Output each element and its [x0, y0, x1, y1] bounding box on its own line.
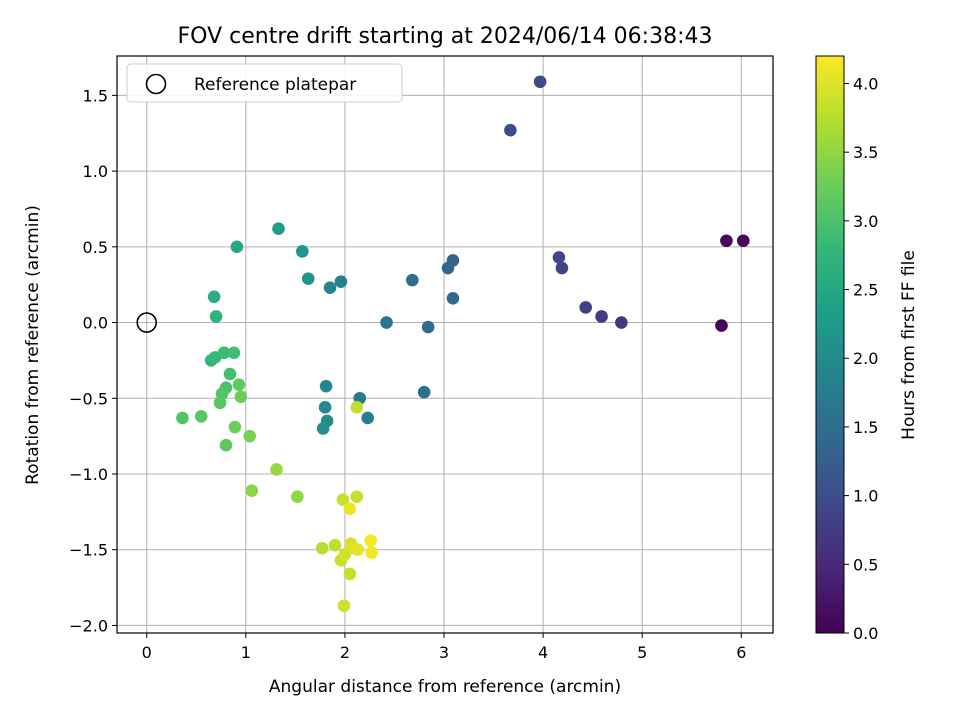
data-point [364, 534, 377, 547]
x-tick-label: 4 [538, 643, 548, 662]
data-point [595, 310, 608, 323]
data-point [441, 261, 455, 275]
colorbar-gradient [815, 55, 845, 634]
data-point [234, 390, 248, 404]
y-tick-label: 1.0 [83, 162, 108, 181]
data-point [351, 543, 365, 557]
data-point [720, 234, 733, 248]
legend-box [126, 63, 403, 103]
data-point [380, 316, 393, 329]
colorbar: 0.0 0.5 1.0 1.5 2.0 2.5 3.0 3.5 4.0 [815, 55, 878, 643]
data-point [272, 222, 285, 235]
x-tick-label: 0 [142, 643, 152, 662]
colorbar-label: Hours from first FF file [899, 250, 919, 440]
data-point [223, 367, 237, 381]
x-tick-label: 6 [736, 643, 746, 662]
data-point [405, 273, 419, 287]
data-point [219, 438, 233, 452]
data-point [338, 547, 352, 561]
y-tick-label: 1.5 [83, 86, 108, 105]
data-point [533, 75, 547, 89]
colorbar-tick-label: 0.5 [853, 555, 878, 574]
data-point [245, 484, 259, 497]
reference-point-marker [136, 312, 158, 333]
data-point [361, 411, 375, 425]
data-point [615, 316, 628, 329]
data-point [318, 401, 332, 414]
colorbar-tick-label: 2.5 [853, 281, 878, 300]
data-point [228, 420, 242, 434]
data-point [315, 541, 329, 555]
data-point [207, 290, 221, 304]
data-point [243, 429, 257, 443]
data-point [301, 272, 315, 285]
data-point [296, 245, 309, 258]
plot-background [117, 56, 773, 633]
data-point [230, 240, 244, 254]
colorbar-tick-label: 3.0 [853, 212, 878, 231]
data-point [715, 319, 728, 332]
x-tick-label: 5 [637, 643, 647, 662]
legend-reference-marker [145, 73, 167, 95]
data-point [194, 410, 208, 423]
plot-frame [116, 55, 774, 634]
data-point [417, 385, 431, 399]
data-point [227, 346, 241, 360]
y-tick-label: −1.0 [69, 465, 108, 484]
data-point [552, 251, 566, 264]
data-point [736, 234, 750, 248]
x-axis-label: Angular distance from reference (arcmin) [269, 677, 621, 697]
data-point [217, 346, 231, 360]
data-point [555, 261, 569, 275]
data-point [270, 463, 283, 476]
data-point [319, 379, 333, 393]
colorbar-tick-label: 3.5 [853, 143, 878, 162]
data-point [504, 123, 517, 137]
data-point [334, 275, 348, 288]
data-point [579, 301, 593, 314]
chart-title: FOV centre drift starting at 2024/06/14 … [178, 24, 713, 49]
data-point [365, 546, 378, 560]
data-point [232, 378, 246, 391]
data-point [337, 599, 351, 613]
y-axis-label: Rotation from reference (arcmin) [23, 205, 43, 485]
data-point [343, 502, 357, 516]
y-tick-label: −1.5 [69, 541, 108, 560]
data-point [350, 401, 364, 414]
data-point [446, 292, 460, 305]
x-tick-label: 3 [439, 643, 449, 662]
y-tick-label: 0.5 [83, 238, 108, 257]
plot-area: 0 1 2 3 4 5 6 −2.0 −1.5 −1.0 −0.5 0.0 0.5 1.0 1.5 [69, 55, 774, 662]
data-point [209, 310, 223, 323]
data-point [323, 281, 337, 295]
data-point [328, 538, 342, 552]
data-point [343, 567, 357, 581]
colorbar-tick-label: 2.0 [853, 349, 878, 368]
data-point [316, 422, 330, 435]
y-tick-label: −0.5 [69, 389, 108, 408]
colorbar-tick-label: 1.0 [853, 487, 878, 506]
colorbar-tick-label: 0.0 [853, 624, 878, 643]
colorbar-tick-label: 1.5 [853, 418, 878, 437]
data-point [213, 396, 227, 410]
legend: Reference platepar [126, 63, 403, 103]
data-point [291, 490, 304, 504]
data-point [421, 320, 435, 334]
x-tick-label: 2 [340, 643, 350, 662]
legend-entry-reference: Reference platepar [194, 75, 356, 95]
y-tick-label: −2.0 [69, 616, 108, 635]
data-point [350, 490, 364, 504]
data-point [176, 411, 189, 425]
x-tick-label: 1 [241, 643, 251, 662]
y-tick-label: 0.0 [83, 314, 108, 333]
data-point [336, 493, 350, 507]
colorbar-tick-label: 4.0 [853, 74, 878, 93]
